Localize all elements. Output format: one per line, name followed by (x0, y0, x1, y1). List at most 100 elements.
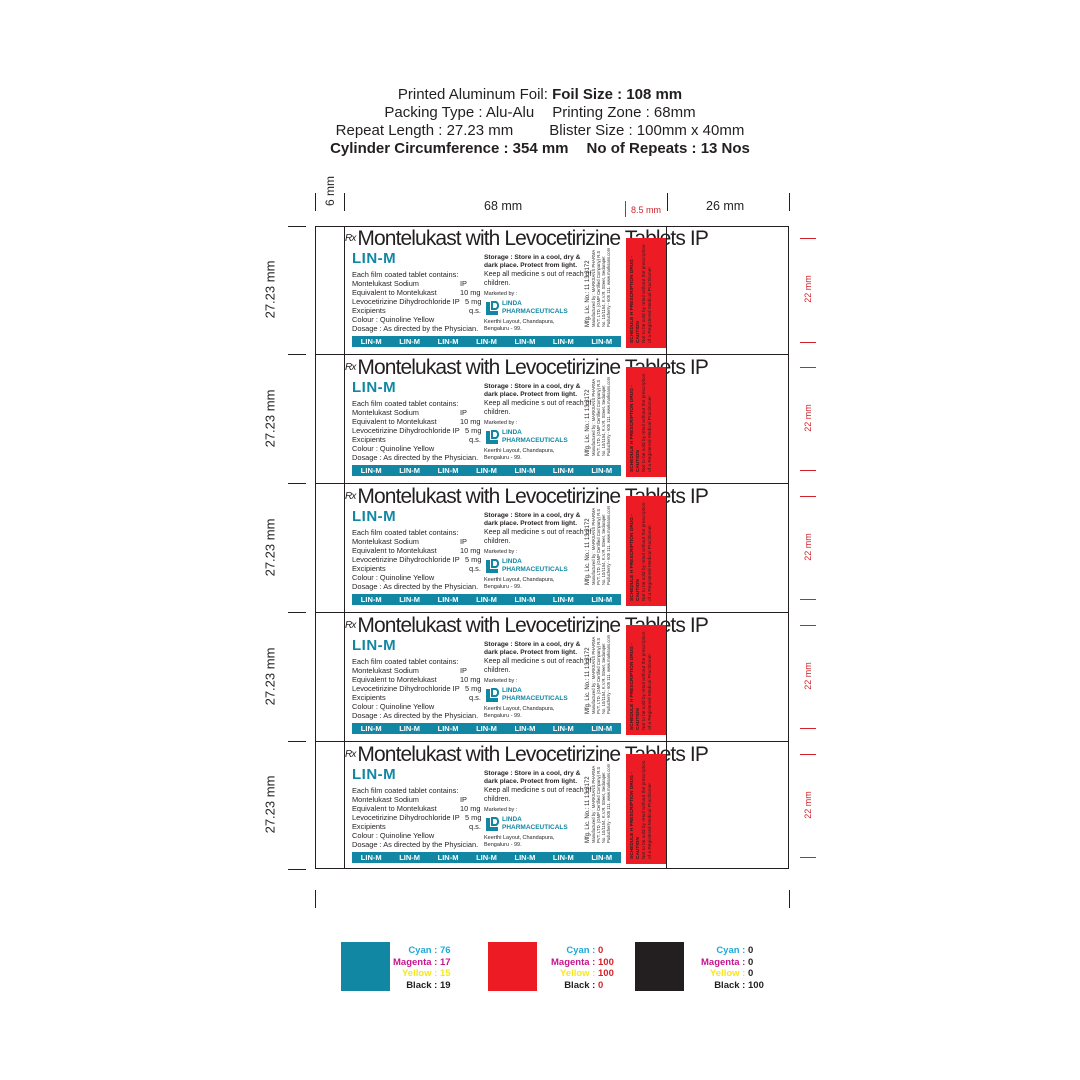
dim-tick-left (288, 869, 306, 870)
composition-row: Colour : Quinoline Yellow (352, 444, 487, 453)
ingredient-qty: q.s. (469, 822, 481, 831)
composition-row: Montelukast Sodium IP (352, 279, 487, 288)
keep-away-text: Keep all medicine s out of reach of chil… (484, 271, 592, 287)
company-name-line1: LINDA (502, 816, 522, 823)
manufacturer-info: Mfg. Lic. No.: 11 13 3172 Manufactured b… (585, 763, 611, 843)
product-title-text: Montelukast with Levocetirizine Tablets … (357, 227, 708, 250)
ingredient-label: Dosage : As directed by the Physician. (352, 711, 479, 720)
ingredient-label: Levocetirizine Dihydrochloride IP (352, 813, 460, 822)
company-name-line2: PHARMACEUTICALS (502, 437, 568, 444)
foil-size: Foil Size : 108 mm (552, 86, 683, 103)
manufacturer-text: Manufactured by : MARKSANS PHARMA PVT. L… (591, 763, 611, 843)
dim-red-label: 22 mm (803, 404, 813, 432)
caution-body: Not to be sold by retail without the pre… (642, 502, 653, 601)
ingredient-label: Dosage : As directed by the Physician. (352, 324, 479, 333)
caution-block: SCHEDULE H PRESCRIPTION DRUG - CAUTION No… (626, 754, 666, 864)
legend-label: Yellow (709, 968, 740, 979)
ingredient-qty: 10 mg (460, 417, 481, 426)
company-address: Keerthi Layout, Chandapura, Bengaluru - 9… (484, 319, 554, 333)
composition-row: Equivalent to Montelukast 10 mg (352, 675, 487, 684)
company-name: LINDA PHARMACEUTICALS (502, 429, 568, 445)
ingredient-label: Montelukast Sodium (352, 666, 419, 675)
legend-value: 15 (440, 968, 451, 979)
dim-gap: 8.5 mm (631, 205, 662, 215)
caution-text: SCHEDULE H PRESCRIPTION DRUG - CAUTION No… (630, 372, 654, 472)
composition-row: Colour : Quinoline Yellow (352, 831, 487, 840)
keep-away-text: Keep all medicine s out of reach of chil… (484, 529, 592, 545)
legend-value: 0 (748, 956, 754, 968)
band-brand: LIN-M (360, 724, 382, 733)
ingredient-label: Colour : Quinoline Yellow (352, 702, 435, 711)
dim-right-zone: 26 mm (706, 199, 745, 213)
ingredient-label: Excipients (352, 306, 386, 315)
ingredient-qty: 5 mg (465, 297, 482, 306)
product-title-text: Montelukast with Levocetirizine Tablets … (357, 614, 708, 637)
ingredient-qty: 10 mg (460, 288, 481, 297)
dim-tick (789, 890, 790, 908)
address-line2: Bengaluru - 99. (484, 326, 522, 332)
color-swatch-black (635, 942, 684, 991)
manufacturer-text: Manufactured by : MARKSANS PHARMA PVT. L… (591, 376, 611, 456)
keep-away-text: Keep all medicine s out of reach of chil… (484, 787, 592, 803)
band-brand: LIN-M (591, 337, 613, 346)
band-brand: LIN-M (552, 466, 574, 475)
dim-repeat-label: 27.23 mm (262, 518, 278, 577)
caution-title: SCHEDULE H PRESCRIPTION DRUG - CAUTION (630, 256, 641, 343)
band-brand: LIN-M (514, 853, 536, 862)
ingredient-qty: 10 mg (460, 804, 481, 813)
dim-repeat-label: 27.23 mm (262, 260, 278, 319)
band-brand: LIN-M (514, 337, 536, 346)
dim-tick (667, 193, 668, 211)
composition-row: Equivalent to Montelukast 10 mg (352, 804, 487, 813)
keep-away-text: Keep all medicine s out of reach of chil… (484, 658, 592, 674)
dim-tick-red (800, 238, 816, 239)
dim-tick (315, 193, 316, 211)
marketed-by-label: Marketed by : (484, 807, 518, 813)
company-address: Keerthi Layout, Chandapura, Bengaluru - 9… (484, 577, 554, 591)
band-brand: LIN-M (399, 595, 421, 604)
cmyk-legend: Cyan : 76 Magenta : 17 Yellow : 15 Black… (380, 945, 466, 991)
composition-row: Colour : Quinoline Yellow (352, 315, 487, 324)
composition-row: Dosage : As directed by the Physician. (352, 711, 487, 720)
manufacturer-info: Mfg. Lic. No.: 11 13 3172 Manufactured b… (585, 634, 611, 714)
legend-label: Magenta (393, 956, 432, 968)
brand-name: LIN-M (352, 250, 397, 267)
product-title: RxMontelukast with Levocetirizine Tablet… (345, 227, 709, 251)
repeat-divider (315, 354, 789, 355)
legend-value: 19 (440, 979, 451, 991)
keep-away-text: Keep all medicine s out of reach of chil… (484, 400, 592, 416)
blister-strip: RxMontelukast with Levocetirizine Tablet… (345, 743, 709, 872)
band-brand: LIN-M (476, 724, 497, 733)
brand-band: LIN-M LIN-M LIN-M LIN-M LIN-M LIN-M LIN-… (352, 336, 621, 347)
legend-value: 0 (598, 979, 604, 991)
ingredient-label: Equivalent to Montelukast (352, 417, 437, 426)
composition-row: Dosage : As directed by the Physician. (352, 324, 487, 333)
marketed-by-label: Marketed by : (484, 678, 518, 684)
manufacturer-text: Manufactured by : MARKSANS PHARMA PVT. L… (591, 505, 611, 585)
ingredient-label: Montelukast Sodium (352, 279, 419, 288)
address-line1: Keerthi Layout, Chandapura, (484, 577, 555, 583)
ingredient-label: Colour : Quinoline Yellow (352, 573, 435, 582)
composition-row: Levocetirizine Dihydrochloride IP 5 mg (352, 555, 487, 564)
band-brand: LIN-M (437, 853, 459, 862)
company-name-line1: LINDA (502, 687, 522, 694)
printing-zone: Printing Zone : 68mm (552, 104, 696, 121)
ingredient-label: Colour : Quinoline Yellow (352, 315, 435, 324)
address-line2: Bengaluru - 99. (484, 842, 522, 848)
storage-text: Storage : Store in a cool, dry & dark pl… (484, 641, 581, 656)
linda-logo-icon (486, 688, 500, 702)
marketed-by-label: Marketed by : (484, 291, 518, 297)
repeat-length: Repeat Length : 27.23 mm (335, 122, 514, 139)
dim-tick-red (800, 728, 816, 729)
caution-text: SCHEDULE H PRESCRIPTION DRUG - CAUTION No… (630, 630, 654, 730)
caution-block: SCHEDULE H PRESCRIPTION DRUG - CAUTION No… (626, 367, 666, 477)
spec-header: Printed Aluminum Foil: Foil Size : 108 m… (0, 86, 1080, 158)
ingredient-label: Montelukast Sodium (352, 537, 419, 546)
address-line1: Keerthi Layout, Chandapura, (484, 448, 555, 454)
composition-row: Montelukast Sodium IP (352, 408, 487, 417)
legend-value: 0 (748, 968, 754, 979)
caution-body: Not to be sold by retail without the pre… (642, 631, 653, 730)
legend-value: 76 (440, 945, 451, 956)
band-brand: LIN-M (591, 466, 613, 475)
dim-left-margin: 6 mm (323, 176, 337, 206)
